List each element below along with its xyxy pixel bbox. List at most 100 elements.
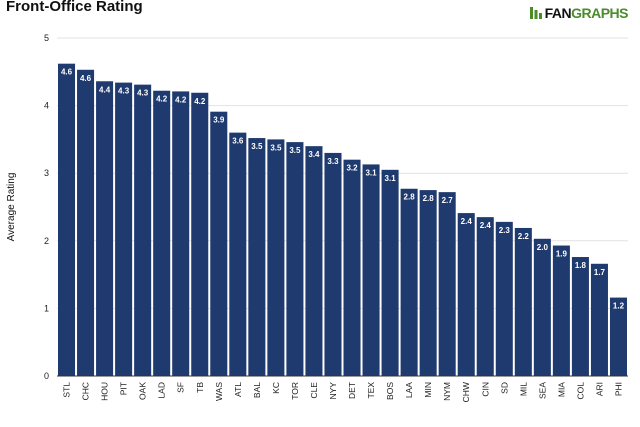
bar-value-label: 3.5 xyxy=(251,142,263,151)
y-tick-label: 0 xyxy=(44,371,49,381)
bar xyxy=(77,69,95,376)
x-tick-label: SF xyxy=(176,382,186,393)
bar xyxy=(229,132,247,376)
x-tick-label: KC xyxy=(271,382,281,394)
logo-text-graphs: GRAPHS xyxy=(571,5,628,21)
bar-value-label: 2.4 xyxy=(461,217,473,226)
bar-value-label: 2.3 xyxy=(499,226,511,235)
bar xyxy=(571,257,589,376)
x-tick-label: TOR xyxy=(290,382,300,400)
bar xyxy=(267,139,285,376)
bar xyxy=(210,111,228,377)
y-tick-label: 1 xyxy=(44,303,49,313)
x-tick-label: COL xyxy=(575,382,585,400)
fangraphs-logo-text: FANGRAPHS xyxy=(544,5,629,21)
x-tick-label: CLE xyxy=(309,382,319,399)
x-tick-label: TEX xyxy=(366,382,376,399)
gridlines xyxy=(57,37,628,309)
x-tick-label: NYM xyxy=(442,382,452,401)
x-tick-label: BAL xyxy=(252,382,262,398)
bar-value-label: 2.8 xyxy=(404,193,416,202)
y-tick-label: 4 xyxy=(44,101,49,111)
bar xyxy=(58,63,76,377)
x-tick-label: HOU xyxy=(100,382,110,401)
x-tick-label: MIN xyxy=(423,382,433,398)
bar-value-label: 1.9 xyxy=(556,250,568,259)
bar xyxy=(400,188,418,376)
bar-value-label: 4.3 xyxy=(137,89,149,98)
bar-value-label: 3.3 xyxy=(327,157,339,166)
bar xyxy=(419,190,437,376)
bar xyxy=(172,91,190,377)
bar xyxy=(248,138,266,376)
x-tick-label: WAS xyxy=(214,382,224,401)
bar-value-label: 3.1 xyxy=(385,174,397,183)
x-tick-label: LAA xyxy=(404,382,414,398)
bar-value-label: 3.4 xyxy=(308,150,320,159)
bar-value-label: 3.6 xyxy=(232,137,244,146)
x-tick-label: STL xyxy=(62,382,72,398)
bar xyxy=(381,169,399,376)
bar-value-label: 4.2 xyxy=(175,95,187,104)
bar xyxy=(438,192,456,376)
bar-value-label: 3.9 xyxy=(213,116,225,125)
bar-value-label: 4.3 xyxy=(118,87,130,96)
bar xyxy=(362,164,380,376)
y-axis-title: Average Rating xyxy=(6,173,17,242)
bar-value-label: 4.2 xyxy=(156,95,168,104)
y-tick-label: 2 xyxy=(44,236,49,246)
logo-text-fan: FAN xyxy=(544,5,572,21)
bar-value-label: 3.5 xyxy=(270,143,282,152)
x-tick-label: OAK xyxy=(138,382,148,400)
x-tick-label: NYY xyxy=(328,382,338,400)
bar-value-label: 4.4 xyxy=(99,85,111,94)
bar-value-label: 2.7 xyxy=(442,196,454,205)
bar xyxy=(134,84,152,377)
bar xyxy=(457,213,475,376)
bar xyxy=(552,245,570,376)
chart-title: Front-Office Rating xyxy=(6,0,143,15)
x-tick-label: ATL xyxy=(233,382,243,397)
x-tick-label: SD xyxy=(499,382,509,394)
bar-value-label: 4.6 xyxy=(80,74,92,83)
x-tick-label: MIL xyxy=(518,382,528,396)
bar-value-label: 3.5 xyxy=(289,146,301,155)
bar xyxy=(286,142,304,376)
x-tick-label: PIT xyxy=(119,382,129,395)
bar xyxy=(609,297,627,376)
y-tick-label: 5 xyxy=(44,33,49,43)
x-tick-label: CIN xyxy=(480,382,490,397)
x-tick-label: CHW xyxy=(461,382,471,402)
x-tick-label: TB xyxy=(195,382,205,393)
bar-value-label: 2.4 xyxy=(480,221,492,230)
fangraphs-logo: FANGRAPHS xyxy=(529,5,628,21)
x-tick-label: CHC xyxy=(81,382,91,400)
bar xyxy=(514,227,532,376)
bar-value-label: 4.6 xyxy=(61,68,73,77)
bar-value-label: 3.2 xyxy=(346,164,358,173)
x-tick-label: DET xyxy=(347,382,357,399)
bar xyxy=(191,92,209,377)
bar xyxy=(476,217,494,376)
bar xyxy=(533,238,551,376)
bar xyxy=(590,263,608,376)
x-tick-label: ARI xyxy=(594,382,604,396)
bar xyxy=(305,146,323,376)
bar-value-label: 1.7 xyxy=(594,268,606,277)
x-tick-label: MIA xyxy=(556,382,566,397)
bar-value-label: 1.2 xyxy=(613,302,625,311)
bar-value-label: 3.1 xyxy=(365,168,377,177)
bar xyxy=(115,82,133,376)
bar-value-label: 2.0 xyxy=(537,243,549,252)
bar-value-label: 2.8 xyxy=(423,194,435,203)
fangraphs-logo-icon xyxy=(529,7,542,19)
x-tick-label: LAD xyxy=(157,382,167,399)
bar xyxy=(324,152,342,376)
bar xyxy=(495,221,513,376)
bar-value-label: 4.2 xyxy=(194,97,206,106)
x-tick-label: BOS xyxy=(385,382,395,400)
axes: 0 1 2 3 4 5 STL CHC HOU PIT OAK LAD SF TB WAS ATL BAL KC T… xyxy=(44,33,628,402)
bar xyxy=(96,81,114,376)
bar xyxy=(343,159,361,376)
